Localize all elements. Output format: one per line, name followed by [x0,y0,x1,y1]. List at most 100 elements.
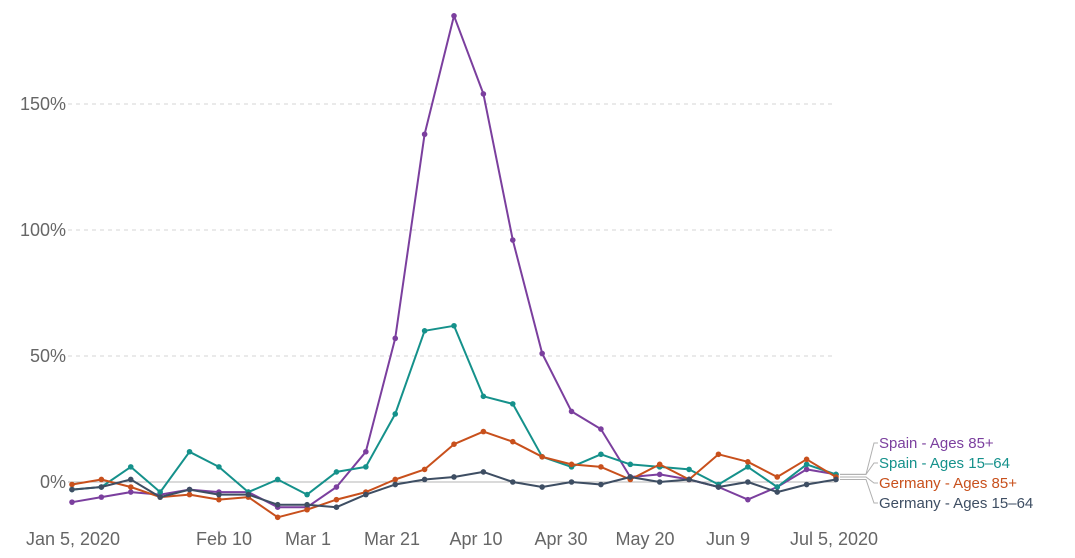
data-point [656,479,663,485]
data-point [451,322,457,329]
data-point [509,237,516,243]
data-point [216,496,222,503]
series-lines [69,13,839,521]
data-point [451,441,457,448]
data-point [127,484,134,490]
data-point [363,464,369,470]
data-point [157,494,163,500]
x-tick-label: Mar 1 [285,529,331,549]
legend-label: Spain - Ages 15–64 [879,455,1010,472]
data-point [98,494,105,500]
data-point [245,491,252,498]
data-point [598,481,604,488]
data-point [69,499,75,505]
y-tick-label: 50% [30,346,66,366]
data-point [480,469,487,475]
data-point [803,481,810,488]
data-point [715,451,722,458]
data-point [392,335,399,342]
x-tick-label: Feb 10 [196,529,252,549]
data-point [274,501,281,508]
data-point [69,486,75,493]
axis-labels: 0% 50% 100% 150% Jan 5, 2020 Feb 10 Mar 1 Mar 2… [20,94,878,549]
x-tick-label: May 20 [615,529,674,549]
x-tick-label: Mar 21 [364,529,420,549]
data-point [333,504,340,511]
data-point [157,489,163,495]
legend-label: Spain - Ages 85+ [879,435,994,452]
data-point [480,428,487,435]
data-point [774,489,781,495]
data-point [745,479,751,485]
data-point [98,484,105,490]
series-1 [69,322,839,498]
data-point [568,408,575,415]
series-line [71,324,837,496]
data-point [216,491,222,498]
data-point [216,464,222,470]
data-point [304,506,310,513]
data-point [363,448,369,455]
legend-label: Germany - Ages 15–64 [879,495,1033,512]
data-point [451,474,457,480]
series-3 [69,469,839,511]
x-tick-label: Apr 30 [534,529,587,549]
data-point [745,496,751,503]
data-point [745,464,751,470]
data-point [127,489,134,495]
data-point [803,456,810,463]
data-point [656,461,663,468]
data-point [568,479,575,485]
data-point [304,491,310,498]
x-tick-label: Jun 9 [706,529,750,549]
data-point [69,481,75,488]
legend-connector [840,442,878,475]
data-point [715,484,722,490]
data-point [421,328,428,334]
data-point [480,91,487,97]
x-tick-label: Jul 5, 2020 [790,529,878,549]
data-point [421,466,428,473]
data-point [392,411,399,417]
data-point [127,464,134,470]
y-tick-label: 0% [40,472,66,492]
data-point [333,469,340,475]
data-point [833,476,839,483]
legend: Spain - Ages 85+ Spain - Ages 15–64 German… [840,435,1033,512]
data-point [598,426,604,432]
data-point [509,479,516,485]
x-tick-label: Jan 5, 2020 [26,529,120,549]
data-point [627,461,634,468]
data-point [803,466,810,473]
data-point [333,484,340,490]
data-point [656,471,663,478]
data-point [803,461,810,468]
data-point [304,501,310,508]
data-point [186,486,193,493]
data-point [686,466,692,473]
data-point [774,474,781,480]
data-point [509,401,516,407]
data-point [363,491,369,498]
data-point [451,13,457,19]
data-point [627,474,634,480]
data-point [392,476,399,483]
data-point [480,393,487,400]
data-point [392,481,399,488]
y-tick-label: 150% [20,94,66,114]
data-point [598,464,604,470]
data-point [509,438,516,445]
x-tick-label: Apr 10 [449,529,502,549]
data-point [421,131,428,138]
y-tick-label: 100% [20,220,66,240]
series-line [71,14,837,509]
data-point [274,514,281,521]
grid-lines [68,103,836,483]
data-point [568,461,575,468]
legend-label: Germany - Ages 85+ [879,475,1017,492]
data-point [598,451,604,458]
data-point [274,476,281,483]
data-point [98,476,105,483]
